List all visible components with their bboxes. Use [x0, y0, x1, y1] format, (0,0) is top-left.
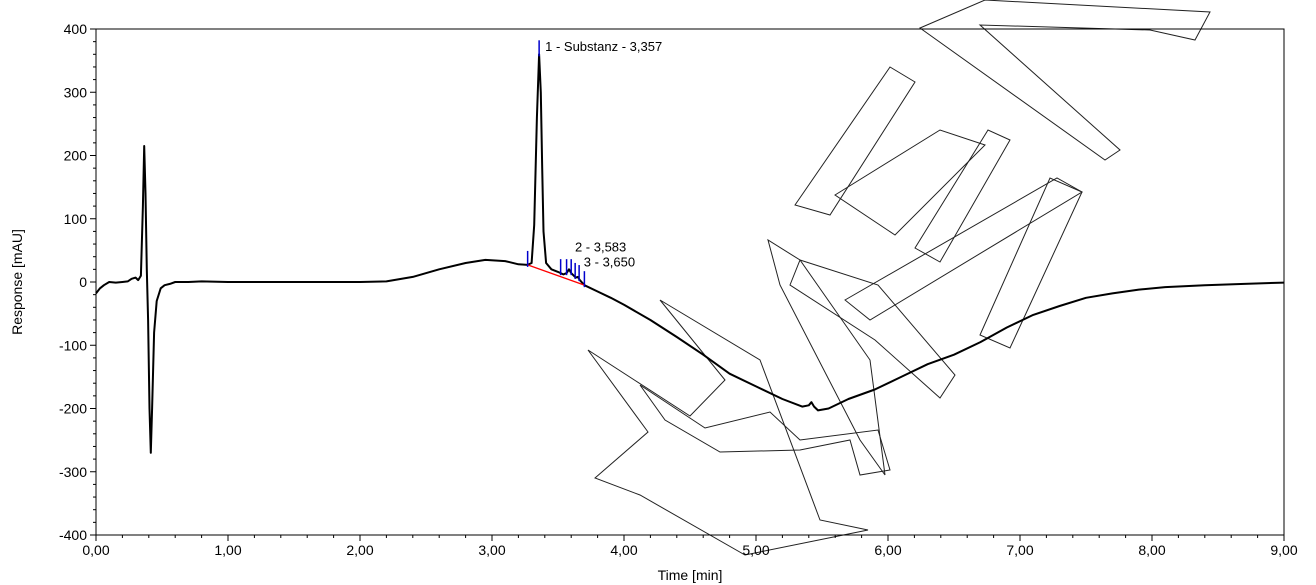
x-tick-label: 5,00	[742, 542, 769, 558]
x-tick-label: 7,00	[1006, 542, 1033, 558]
signal-trace-line	[95, 53, 1285, 454]
x-axis: 0,00 1,00 2,00 3,00 4,00 5,00 6,00 7,00 8,00 9,00	[82, 535, 1298, 558]
y-axis-label: Response [mAU]	[9, 229, 25, 335]
peak-label: 1 - Substanz - 3,357	[545, 39, 662, 54]
x-tick-label: 1,00	[214, 542, 241, 558]
y-tick-label: 300	[64, 84, 88, 100]
y-axis: -400 -300 -200 -100 0 100 200 300 400	[59, 21, 96, 543]
x-tick-label: 6,00	[874, 542, 901, 558]
integration-baseline	[527, 264, 585, 286]
y-tick-label: -200	[59, 401, 87, 417]
x-axis-label: Time [min]	[658, 567, 723, 583]
y-tick-label: 0	[79, 274, 87, 290]
x-tick-label: 3,00	[478, 542, 505, 558]
x-tick-label: 2,00	[346, 542, 373, 558]
y-tick-label: 200	[64, 148, 88, 164]
peak-label: 2 - 3,583	[575, 239, 626, 254]
x-tick-label: 9,00	[1270, 542, 1297, 558]
x-tick-label: 4,00	[610, 542, 637, 558]
y-tick-label: 100	[64, 211, 88, 227]
x-tick-label: 8,00	[1138, 542, 1165, 558]
peak-marker-layer	[526, 40, 586, 288]
peak-label: 3 - 3,650	[584, 254, 635, 269]
x-tick-label: 0,00	[82, 542, 109, 558]
series-layer	[95, 53, 1285, 454]
watermark-stamp	[587, 0, 1211, 556]
y-tick-label: -300	[59, 464, 87, 480]
y-tick-label: 400	[64, 21, 88, 37]
y-tick-label: -100	[59, 337, 87, 353]
y-tick-label: -400	[59, 527, 87, 543]
